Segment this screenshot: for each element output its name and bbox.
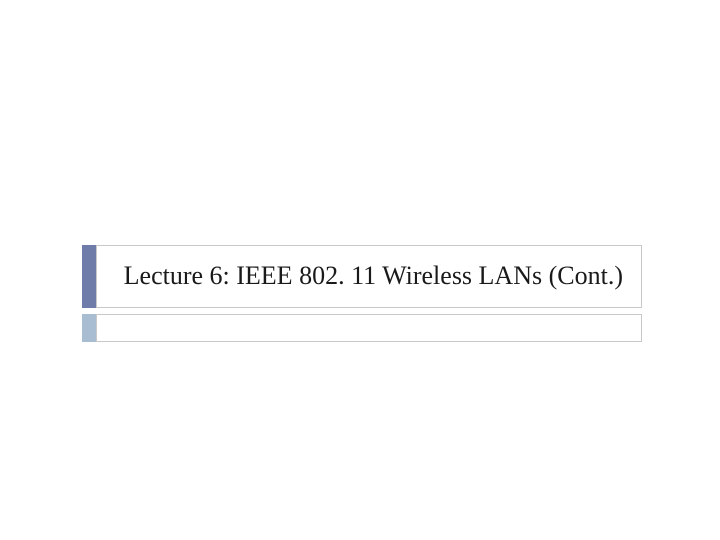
title-block: Lecture 6: IEEE 802. 11 Wireless LANs (C… — [82, 245, 642, 342]
accent-bar-secondary — [82, 314, 96, 342]
slide-title: Lecture 6: IEEE 802. 11 Wireless LANs (C… — [124, 261, 623, 290]
subtitle-box — [96, 314, 642, 342]
title-row: Lecture 6: IEEE 802. 11 Wireless LANs (C… — [82, 245, 642, 308]
subtitle-row — [82, 314, 642, 342]
accent-bar-primary — [82, 245, 96, 308]
title-box: Lecture 6: IEEE 802. 11 Wireless LANs (C… — [96, 245, 642, 308]
